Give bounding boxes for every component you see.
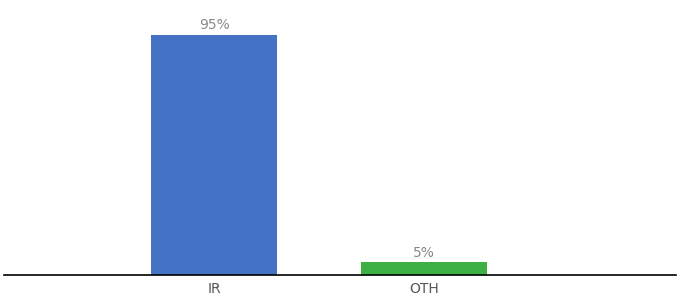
Bar [361,262,487,275]
Bar [151,34,277,275]
Text: 5%: 5% [413,246,435,260]
Text: 95%: 95% [199,18,229,32]
